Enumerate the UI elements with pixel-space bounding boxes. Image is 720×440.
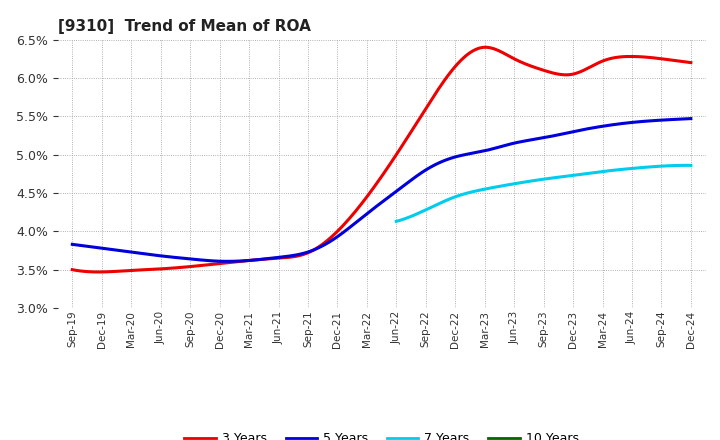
5 Years xyxy=(631,120,639,125)
3 Years xyxy=(438,80,447,85)
7 Years xyxy=(393,218,402,224)
7 Years xyxy=(687,163,696,168)
5 Years xyxy=(68,242,76,247)
Line: 5 Years: 5 Years xyxy=(72,119,691,261)
3 Years xyxy=(633,54,642,59)
3 Years xyxy=(95,269,104,275)
3 Years xyxy=(68,267,76,272)
7 Years xyxy=(572,172,581,177)
7 Years xyxy=(659,163,667,169)
7 Years xyxy=(683,163,691,168)
3 Years xyxy=(482,44,490,50)
3 Years xyxy=(436,83,445,88)
3 Years xyxy=(449,66,457,72)
5 Years xyxy=(436,160,445,165)
5 Years xyxy=(438,159,447,164)
5 Years xyxy=(223,259,232,264)
3 Years xyxy=(70,268,78,273)
7 Years xyxy=(640,165,649,170)
3 Years xyxy=(687,60,696,65)
Text: [9310]  Trend of Mean of ROA: [9310] Trend of Mean of ROA xyxy=(58,19,310,34)
7 Years xyxy=(567,173,575,178)
Line: 7 Years: 7 Years xyxy=(396,165,691,221)
5 Years xyxy=(687,116,696,121)
3 Years xyxy=(593,61,602,66)
5 Years xyxy=(70,242,78,247)
7 Years xyxy=(567,173,576,178)
5 Years xyxy=(591,125,600,130)
Line: 3 Years: 3 Years xyxy=(72,47,691,272)
Legend: 3 Years, 5 Years, 7 Years, 10 Years: 3 Years, 5 Years, 7 Years, 10 Years xyxy=(179,427,584,440)
7 Years xyxy=(392,219,400,224)
5 Years xyxy=(449,155,457,160)
